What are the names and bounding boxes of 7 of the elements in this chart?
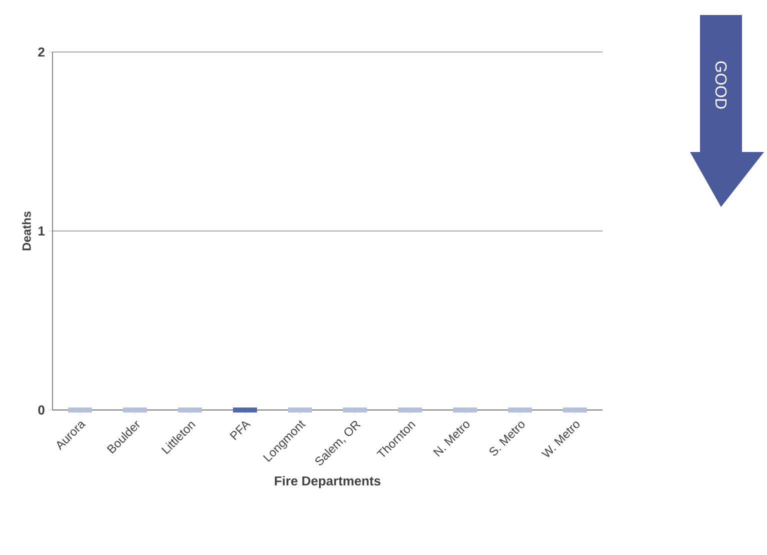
y-tick-label: 0 xyxy=(38,405,44,415)
y-axis-title: Deaths xyxy=(22,211,31,250)
x-tick-label: PFA xyxy=(230,421,251,440)
y-tick-label: 2 xyxy=(38,47,44,57)
x-axis-title: Fire Departments xyxy=(274,476,380,488)
y-tick-label: 1 xyxy=(38,226,45,236)
text: GOOD xyxy=(715,61,727,109)
